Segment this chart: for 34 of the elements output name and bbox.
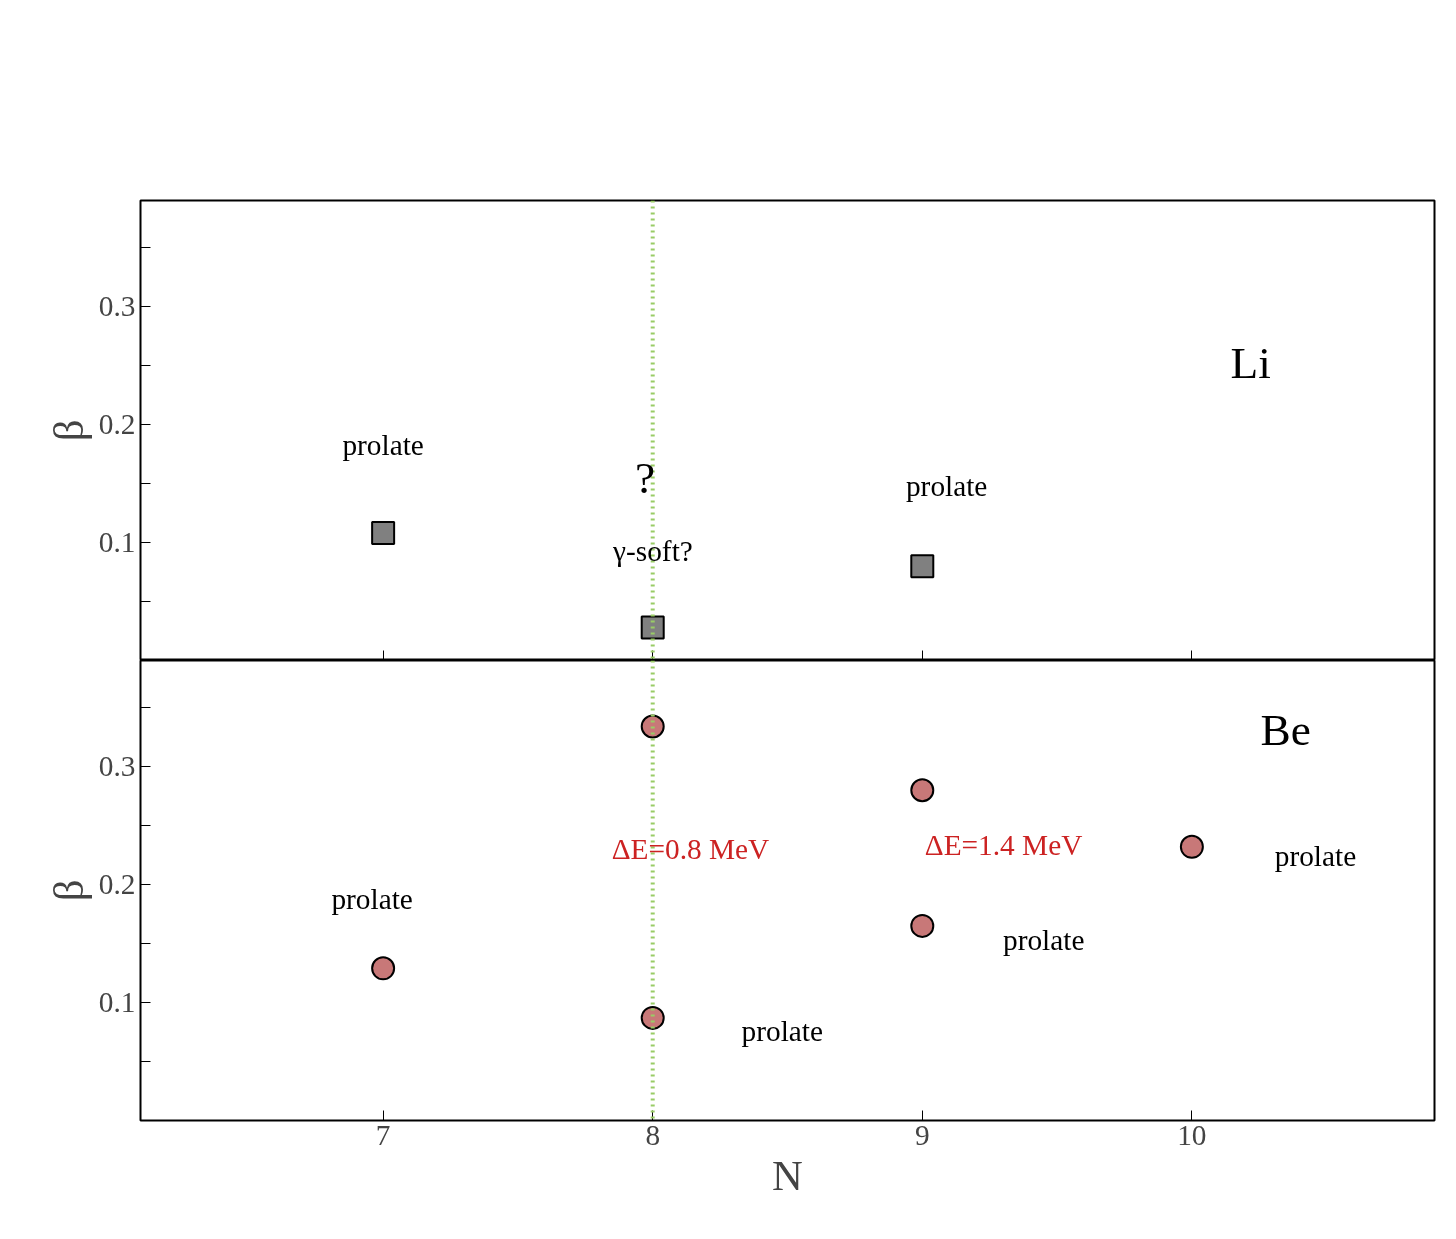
point (640, 1005, 665, 1030)
x-tick-label: 7 (375, 1118, 391, 1151)
point (910, 554, 935, 579)
x-tick-label: 8 (645, 1118, 661, 1151)
point (1179, 834, 1204, 859)
y-tick-label: 0.3 (98, 290, 136, 323)
point (371, 521, 396, 546)
annotation: ΔE=0.8 MeV (611, 833, 770, 866)
annotation: prolate (741, 1014, 824, 1047)
annotation: prolate (331, 882, 413, 915)
y-axis-title: β (44, 879, 92, 902)
point (910, 778, 935, 803)
point (640, 714, 665, 739)
annotation: Li (1230, 338, 1271, 389)
annotation: Be (1260, 704, 1311, 755)
point (371, 956, 396, 981)
annotation: prolate (1003, 924, 1085, 957)
point (910, 913, 935, 938)
annotation: ? (635, 452, 656, 503)
y-axis-title: β (44, 419, 92, 442)
annotation: prolate (1274, 840, 1357, 873)
y-tick-label: 0.2 (98, 868, 136, 901)
y-tick-label: 0.2 (98, 408, 136, 441)
annotation: prolate (342, 428, 424, 461)
annotation: ΔE=1.4 MeV (924, 828, 1083, 861)
y-tick-label: 0.1 (98, 526, 136, 559)
x-tick-label: 9 (914, 1118, 930, 1151)
y-tick-label: 0.1 (98, 986, 136, 1019)
y-tick-label: 0.3 (98, 750, 136, 783)
x-tick-label: 10 (1177, 1118, 1207, 1151)
annotation: γ-soft? (612, 535, 693, 568)
point (640, 615, 665, 640)
x-axis-title: N (772, 1151, 803, 1199)
annotation: prolate (905, 470, 988, 503)
